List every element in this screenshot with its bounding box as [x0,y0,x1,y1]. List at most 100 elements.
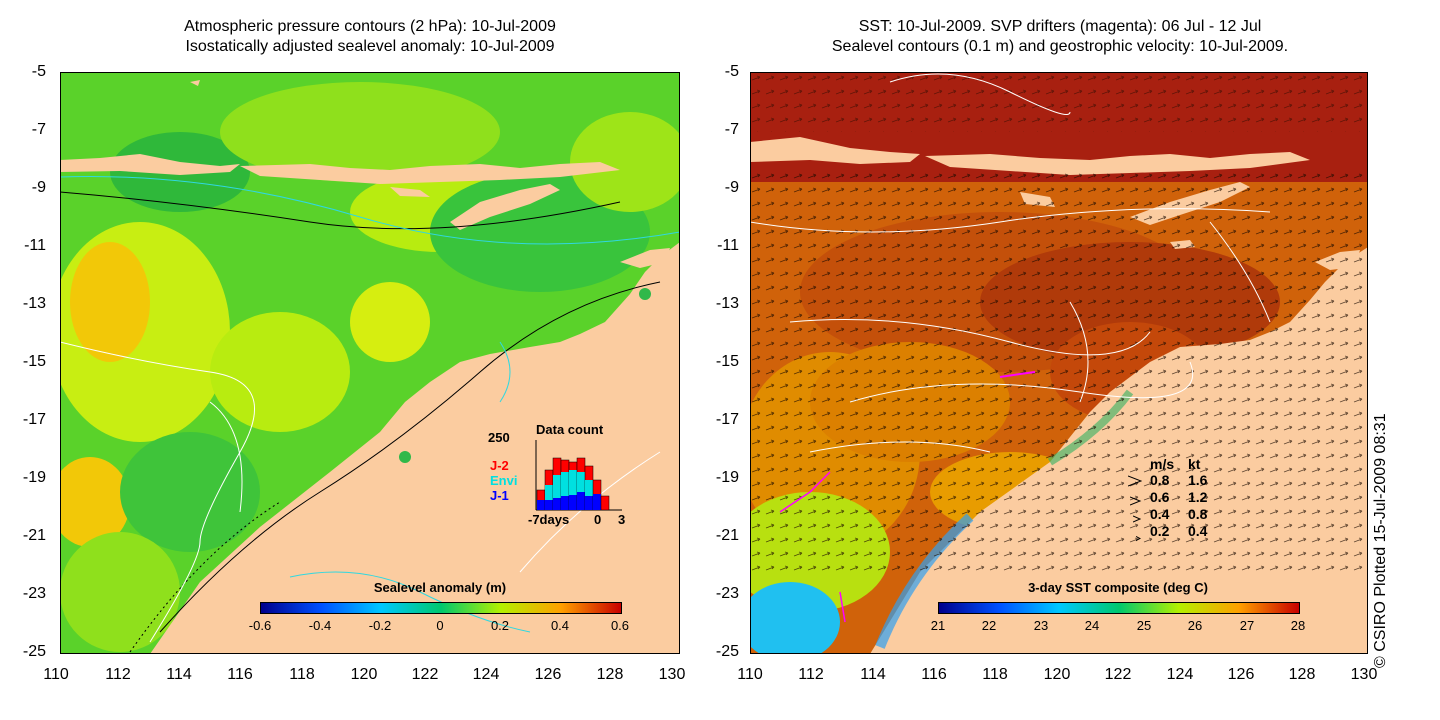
left-xtick: 112 [105,666,131,683]
left-colorbar-tick: 0.4 [550,618,570,633]
right-colorbar-label: 3-day SST composite (deg C) [1028,580,1208,595]
right-ytick: -13 [715,295,739,312]
velocity-header-kt: kt [1188,456,1201,472]
right-xtick: 120 [1043,666,1071,683]
left-xtick: 126 [534,666,562,683]
left-xtick: 130 [658,666,686,683]
right-colorbar-tick: 26 [1187,618,1203,633]
inset-legend-j1: J-1 [490,488,509,503]
left-colorbar-tick: 0 [436,618,444,633]
velocity-row-ms: 0.8 [1150,472,1170,488]
left-xtick: 122 [411,666,439,683]
right-ytick: -19 [715,469,739,486]
velocity-row-ms: 0.2 [1150,523,1170,539]
right-colorbar: 3-day SST composite (deg C) 21 22 23 24 … [918,578,1318,638]
right-ytick: -15 [715,353,739,370]
velocity-legend: m/s kt 0.8 1.6 0.6 1.2 0.4 0.8 0.2 0.4 [1124,456,1244,546]
sst-map [750,72,1368,654]
velocity-arrow-icon [1127,474,1143,487]
left-title: Atmospheric pressure contours (2 hPa): 1… [60,17,680,57]
right-colorbar-tick: 27 [1239,618,1255,633]
velocity-arrow-icon [1132,510,1142,523]
velocity-header-ms: m/s [1150,456,1175,472]
left-ytick: -21 [22,527,46,544]
inset-legend-envi: Envi [490,473,518,488]
velocity-arrow-icon [1135,528,1142,541]
sealevel-anomaly-map [60,72,680,654]
right-title: SST: 10-Jul-2009. SVP drifters (magenta)… [730,17,1390,57]
credit-text: © CSIRO Plotted 15-Jul-2009 08:31 [1372,413,1389,668]
right-ytick: -7 [724,121,739,138]
left-title-line2: Isostatically adjusted sealevel anomaly:… [185,38,555,55]
right-title-line1: SST: 10-Jul-2009. SVP drifters (magenta)… [858,18,1262,35]
right-xtick: 126 [1227,666,1255,683]
right-ytick: -17 [715,411,739,428]
left-colorbar-label: Sealevel anomaly (m) [373,580,507,595]
right-ytick: -5 [724,63,739,80]
right-colorbar-tick: 28 [1290,618,1306,633]
left-colorbar-tick: -0.4 [308,618,332,633]
right-colorbar-tick: 24 [1084,618,1100,633]
histogram-bars [536,457,610,511]
left-ytick: -9 [31,179,46,196]
left-colorbar-tick: 0.2 [490,618,510,633]
right-ytick: -21 [715,527,739,544]
right-xtick: 116 [921,666,947,683]
left-xtick: 128 [596,666,624,683]
velocity-row-ms: 0.6 [1150,489,1170,505]
right-colorbar-tick: 21 [930,618,946,633]
inset-xtick-zero: 0 [594,512,602,527]
right-colorbar-tick: 25 [1136,618,1152,633]
right-colorbar-tick: 22 [981,618,997,633]
left-ytick: -5 [31,63,46,80]
right-colorbar-tick: 23 [1033,618,1049,633]
right-ytick: -25 [715,643,739,660]
left-ytick: -7 [31,121,46,138]
right-xtick: 112 [798,666,824,683]
left-colorbar-tick: 0.6 [610,618,630,633]
left-colorbar-tick: -0.6 [248,618,272,633]
right-xtick: 118 [982,666,1008,683]
velocity-row-kt: 0.8 [1188,506,1208,522]
left-ytick: -23 [22,585,46,602]
left-ytick: -25 [22,643,46,660]
right-xtick: 128 [1288,666,1316,683]
left-colorbar-tick: -0.2 [368,618,392,633]
right-xtick: 130 [1350,666,1378,683]
right-ytick: -11 [717,237,739,254]
left-xtick: 118 [289,666,315,683]
right-title-line2: Sealevel contours (0.1 m) and geostrophi… [831,38,1289,55]
inset-xtick-start: -7days [528,512,570,527]
left-ytick: -15 [22,353,46,370]
right-colorbar-gradient [938,602,1300,614]
right-xtick: 124 [1166,666,1194,683]
left-ytick: -11 [24,237,46,254]
left-ytick: -13 [22,295,46,312]
velocity-row-kt: 1.2 [1188,489,1208,505]
left-colorbar: Sealevel anomaly (m) -0.6 -0.4 -0.2 0 0.… [240,578,640,638]
left-title-line1: Atmospheric pressure contours (2 hPa): 1… [184,18,556,35]
left-xtick: 120 [350,666,378,683]
velocity-arrow-icon [1129,493,1142,506]
right-xtick: 110 [737,666,763,683]
left-xtick: 116 [227,666,253,683]
inset-histogram [535,440,622,511]
inset-xtick-end: 3 [618,512,626,527]
left-xtick: 110 [43,666,69,683]
velocity-row-ms: 0.4 [1150,506,1170,522]
right-ytick: -23 [715,585,739,602]
inset-title: Data count [536,422,604,437]
left-ytick: -19 [22,469,46,486]
left-xtick: 114 [166,666,192,683]
left-xtick: 124 [472,666,500,683]
right-xtick: 114 [860,666,886,683]
left-ytick: -17 [22,411,46,428]
data-count-inset: 250 Data count J-2 Envi J-1 [488,420,638,530]
right-ytick: -9 [724,179,739,196]
velocity-row-kt: 1.6 [1188,472,1208,488]
left-colorbar-gradient [260,602,622,614]
inset-ymax: 250 [488,430,510,445]
velocity-row-kt: 0.4 [1188,523,1208,539]
right-xtick: 122 [1104,666,1132,683]
inset-legend-j2: J-2 [490,458,509,473]
